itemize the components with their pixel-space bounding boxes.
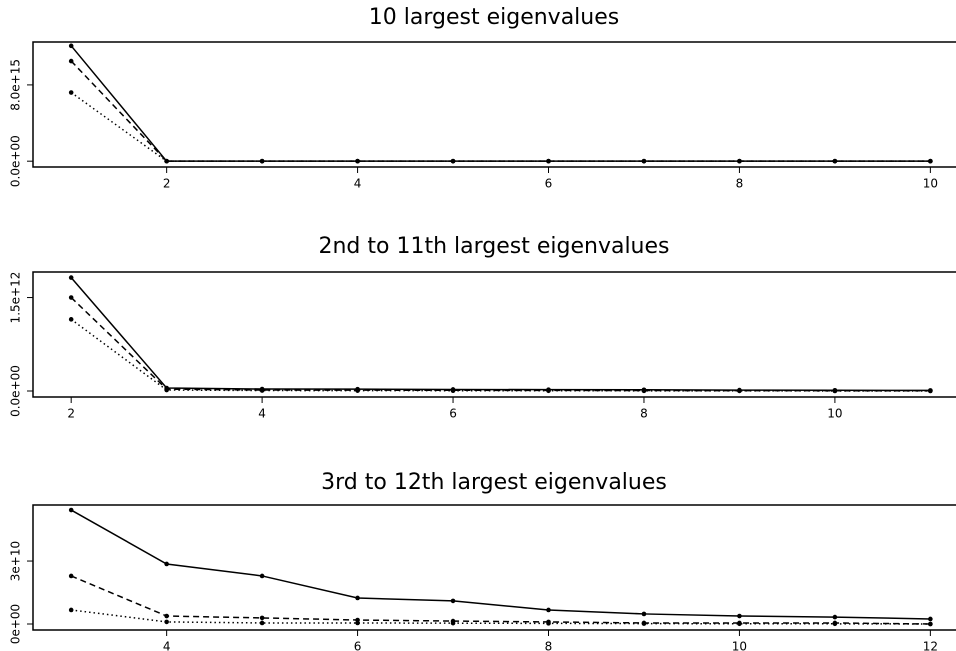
chart-title: 2nd to 11th largest eigenvalues (318, 234, 669, 259)
series-line (70, 297, 931, 392)
data-point (259, 615, 265, 621)
x-tick-label: 10 (827, 407, 842, 421)
data-point (737, 621, 742, 627)
x-tick-label: 8 (640, 407, 648, 421)
series-line (70, 509, 931, 620)
data-point (832, 621, 838, 627)
x-tick-label: 2 (163, 177, 171, 191)
data-point (641, 621, 647, 626)
data-point (737, 388, 742, 394)
data-point (450, 388, 456, 394)
series-line (70, 575, 931, 625)
data-point (737, 613, 742, 619)
data-point (164, 561, 169, 567)
data-point (737, 158, 742, 164)
y-tick-label: 0.0e+00 (9, 365, 23, 417)
data-point (832, 614, 838, 620)
y-tick-label: 1.5e+12 (9, 272, 23, 324)
data-point (832, 388, 838, 394)
data-point (259, 573, 265, 579)
data-point (68, 507, 74, 513)
y-tick-label: 0e+00 (9, 604, 23, 644)
data-point (450, 598, 456, 604)
x-tick-label: 8 (736, 177, 744, 191)
chart-title: 10 largest eigenvalues (369, 5, 619, 30)
data-point (355, 388, 360, 393)
data-point (546, 158, 551, 164)
series-line (70, 45, 931, 162)
x-tick-label: 4 (163, 640, 171, 651)
y-tick-label: 8.0e+15 (9, 59, 23, 111)
y-tick-label: 0.0e+00 (9, 135, 23, 187)
x-tick-label: 6 (354, 640, 362, 651)
data-point (546, 621, 551, 626)
x-tick-label: 8 (545, 640, 553, 651)
series-line (71, 609, 931, 625)
data-point (164, 613, 169, 619)
data-point (450, 158, 456, 164)
data-point (450, 620, 456, 626)
data-point (355, 595, 360, 601)
series-line (70, 277, 931, 392)
x-tick-label: 4 (258, 407, 266, 421)
data-point (68, 317, 74, 322)
chart-title: 3rd to 12th largest eigenvalues (321, 470, 667, 495)
x-tick-label: 10 (923, 177, 938, 191)
y-tick-label: 3e+10 (9, 541, 23, 581)
x-tick-label: 2 (67, 407, 75, 421)
x-tick-label: 12 (923, 640, 938, 651)
data-point (641, 388, 647, 394)
data-point (355, 158, 360, 164)
data-point (68, 573, 74, 579)
data-point (68, 275, 74, 280)
data-point (641, 611, 647, 617)
data-point (355, 620, 360, 626)
data-point (68, 58, 74, 64)
data-point (641, 158, 647, 164)
x-tick-label: 10 (732, 640, 747, 651)
data-point (546, 388, 551, 394)
data-point (259, 158, 265, 164)
series-line (70, 318, 931, 392)
data-point (928, 621, 933, 627)
axis-frame (32, 271, 956, 398)
x-tick-label: 4 (354, 177, 362, 191)
data-point (928, 388, 933, 394)
data-point (164, 619, 169, 625)
series-line (70, 91, 931, 162)
data-point (259, 620, 265, 626)
data-point (68, 607, 74, 613)
x-tick-label: 6 (449, 407, 457, 421)
data-point (546, 607, 551, 613)
data-point (928, 616, 933, 622)
data-point (164, 387, 169, 393)
series-line (70, 60, 931, 162)
x-tick-label: 6 (545, 177, 553, 191)
axis-frame (32, 41, 956, 168)
data-point (832, 158, 838, 164)
data-point (68, 90, 74, 95)
data-point (259, 388, 265, 393)
data-point (164, 158, 169, 164)
data-point (68, 295, 74, 300)
axis-frame (32, 504, 956, 631)
data-point (68, 43, 74, 49)
data-point (928, 158, 933, 164)
